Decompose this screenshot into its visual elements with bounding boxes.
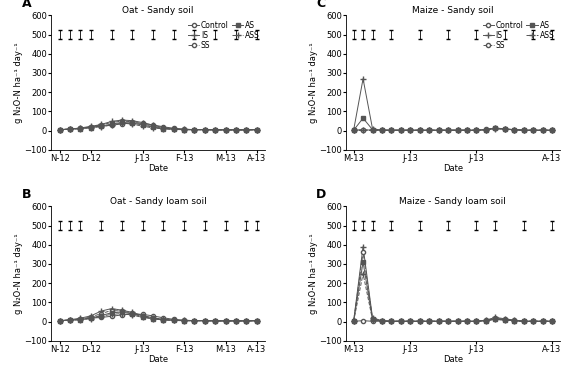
X-axis label: Date: Date xyxy=(148,164,168,173)
Title: Oat - Sandy loam soil: Oat - Sandy loam soil xyxy=(110,196,207,206)
Title: Oat - Sandy soil: Oat - Sandy soil xyxy=(122,5,194,15)
Text: D: D xyxy=(316,188,327,201)
X-axis label: Date: Date xyxy=(443,355,463,365)
Text: C: C xyxy=(316,0,325,10)
X-axis label: Date: Date xyxy=(148,355,168,365)
Y-axis label: g N₂O-N ha⁻¹ day⁻¹: g N₂O-N ha⁻¹ day⁻¹ xyxy=(14,42,23,123)
Title: Maize - Sandy soil: Maize - Sandy soil xyxy=(412,5,494,15)
Title: Maize - Sandy loam soil: Maize - Sandy loam soil xyxy=(399,196,506,206)
Legend: Control, IS, SS, AS, ASS: Control, IS, SS, AS, ASS xyxy=(186,19,261,51)
Text: B: B xyxy=(22,188,31,201)
Text: A: A xyxy=(22,0,31,10)
Y-axis label: g N₂O-N ha⁻¹ day⁻¹: g N₂O-N ha⁻¹ day⁻¹ xyxy=(309,42,317,123)
Y-axis label: g N₂O-N ha⁻¹ day⁻¹: g N₂O-N ha⁻¹ day⁻¹ xyxy=(309,233,317,314)
X-axis label: Date: Date xyxy=(443,164,463,173)
Legend: Control, IS, SS, AS, ASS: Control, IS, SS, AS, ASS xyxy=(481,19,556,51)
Y-axis label: g N₂O-N ha⁻¹ day⁻¹: g N₂O-N ha⁻¹ day⁻¹ xyxy=(14,233,23,314)
